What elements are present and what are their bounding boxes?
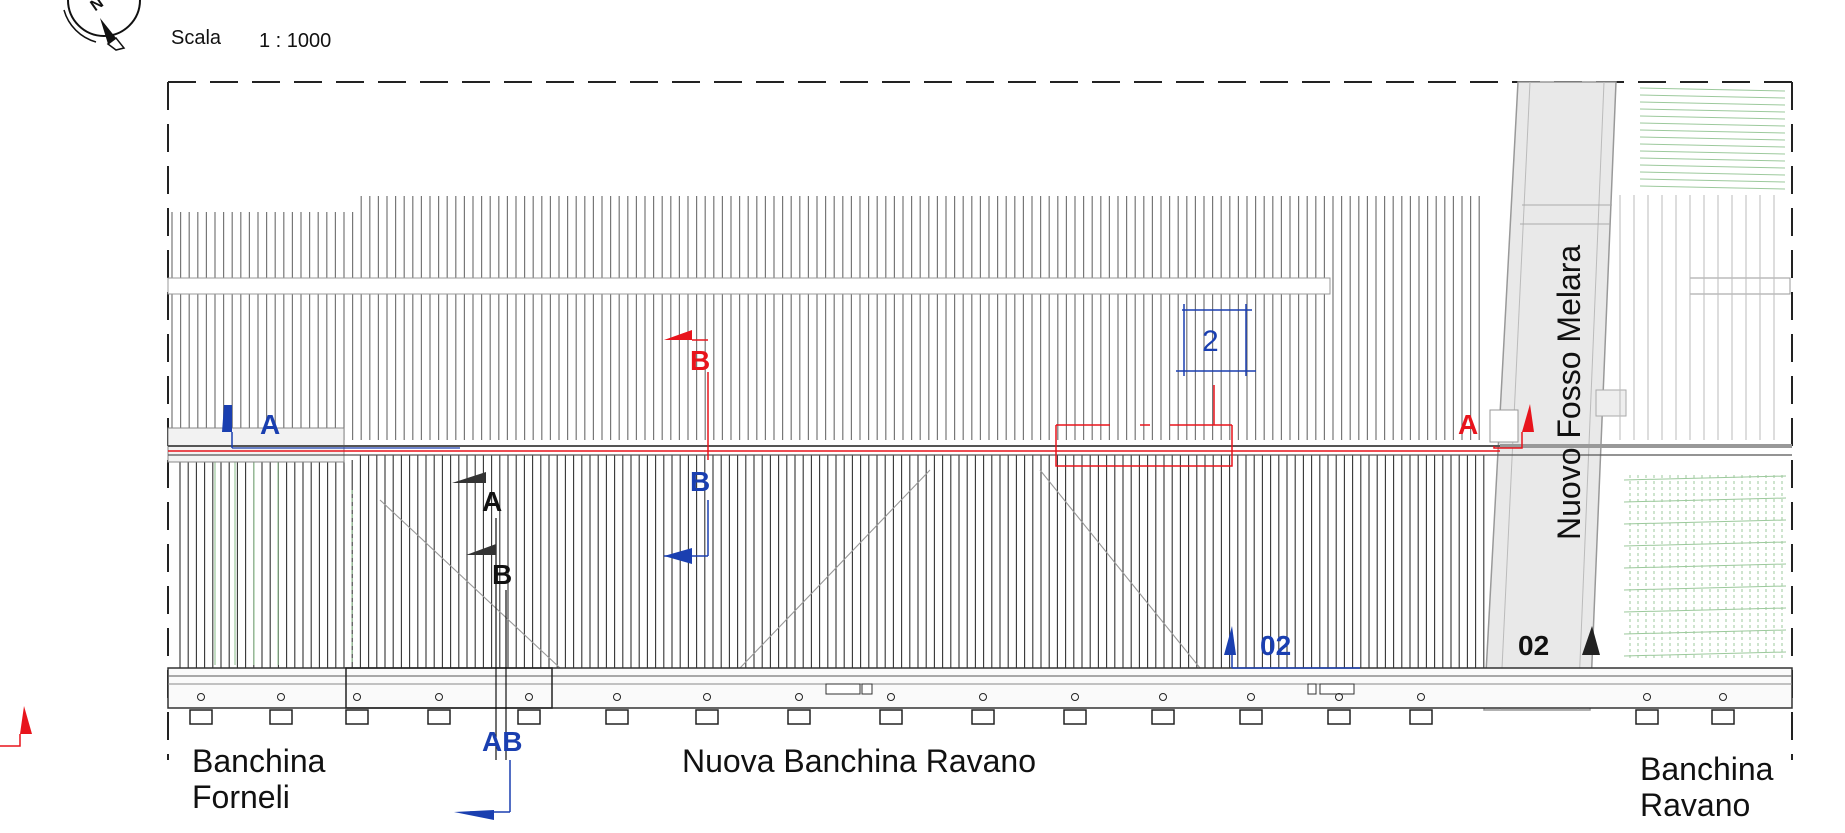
scale-label: Scala bbox=[171, 27, 222, 49]
north-arrow-icon: N bbox=[63, 0, 141, 51]
section-red-a-right-label: A bbox=[1458, 409, 1478, 440]
lower-pier-hatch bbox=[179, 455, 1485, 669]
section-black-b-label: B bbox=[492, 559, 512, 590]
red-detail-frames bbox=[1055, 385, 1233, 467]
right-green-area bbox=[1619, 87, 1787, 660]
north-letter: N bbox=[88, 0, 107, 15]
bottom-quay bbox=[167, 667, 1793, 725]
section-red-b-label: B bbox=[690, 345, 710, 376]
upper-pier-hatch bbox=[171, 196, 1480, 440]
canal-nuovo-fosso-melara bbox=[1483, 81, 1627, 711]
section-marker-red-b bbox=[664, 330, 709, 460]
place-right-line2: Ravano bbox=[1640, 787, 1750, 823]
upper-walkway bbox=[167, 277, 1791, 295]
canal-label: Nuovo Fosso Melara bbox=[1551, 245, 1587, 540]
green-vegetation bbox=[214, 460, 353, 665]
section-marker-blue-a bbox=[222, 405, 460, 449]
place-left-line2: Forneli bbox=[192, 779, 290, 815]
section-black-02-label: 02 bbox=[1518, 630, 1549, 661]
place-right-line1: Banchina bbox=[1640, 751, 1774, 787]
section-marker-red-left bbox=[0, 706, 32, 747]
section-blue-02-label: 02 bbox=[1260, 630, 1291, 661]
section-blue-b-mid-label: B bbox=[690, 466, 710, 497]
section-marker-black-b bbox=[466, 544, 507, 760]
detail-marker-2 bbox=[1176, 304, 1256, 376]
section-marker-blue-ab-bottom bbox=[454, 760, 511, 820]
section-marker-black-a bbox=[452, 472, 497, 760]
detail-marker-2-label: 2 bbox=[1202, 325, 1219, 358]
section-marker-blue-b-mid bbox=[664, 500, 709, 564]
place-center: Nuova Banchina Ravano bbox=[682, 743, 1036, 779]
section-marker-red-a-right bbox=[1493, 404, 1534, 449]
place-left-line1: Banchina bbox=[192, 743, 326, 779]
section-black-a-label: A bbox=[482, 486, 502, 517]
section-marker-black-02 bbox=[1582, 626, 1600, 655]
section-blue-a-label: A bbox=[260, 409, 280, 440]
scale-value: 1 : 1000 bbox=[259, 30, 331, 52]
section-marker-blue-02 bbox=[1224, 626, 1360, 669]
section-blue-ab-label: AB bbox=[482, 726, 522, 757]
